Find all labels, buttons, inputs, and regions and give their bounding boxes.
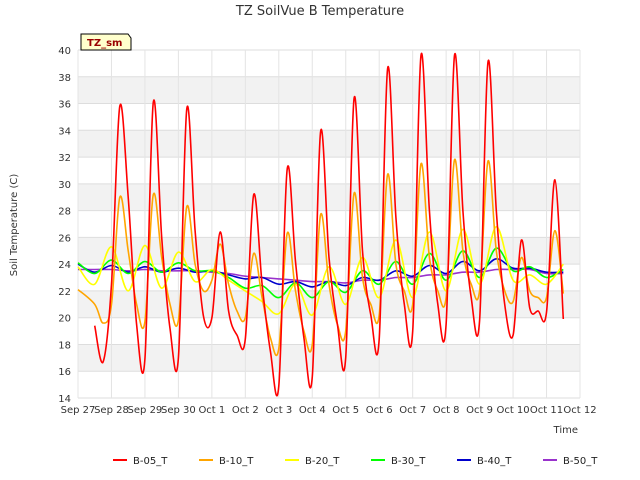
legend: B-05_T B-10_T B-20_T B-30_T B-40_T B-50_T (113, 456, 598, 467)
grid (77, 49, 581, 399)
plot-band (78, 344, 580, 372)
y-tick-label: 22 (58, 287, 71, 298)
y-tick-label: 30 (58, 180, 71, 191)
x-tick-label: Oct 1 (198, 405, 225, 416)
chart-title: TZ SoilVue B Temperature (235, 4, 404, 19)
x-tick-label: Oct 3 (265, 405, 292, 416)
y-tick-label: 38 (58, 73, 71, 84)
plot-band (78, 371, 580, 398)
legend-label: B-05_T (133, 456, 168, 467)
y-tick-label: 32 (58, 153, 71, 164)
x-tick-label: Oct 2 (232, 405, 259, 416)
legend-item-b-20-t: B-20_T (285, 456, 340, 467)
x-tick-label: Oct 9 (466, 405, 493, 416)
y-tick-label: 34 (58, 126, 71, 137)
y-tick-label: 26 (58, 233, 71, 244)
plot-band (78, 76, 580, 104)
legend-label: B-40_T (477, 456, 512, 467)
station-tag-box (80, 33, 132, 51)
y-axis-title: Soil Temperature (C) (9, 174, 20, 277)
x-tick-label: Sep 28 (94, 405, 129, 416)
legend-label: B-30_T (391, 456, 426, 467)
y-tick-label: 14 (58, 394, 71, 405)
x-tick-label: Oct 11 (530, 405, 563, 416)
legend-item-b-05-t: B-05_T (113, 456, 168, 467)
y-tick-label: 16 (58, 367, 71, 378)
x-tick-label: Oct 7 (399, 405, 426, 416)
legend-label: B-10_T (219, 456, 254, 467)
y-tick-label: 36 (58, 100, 71, 111)
y-tick-labels: 14 16 18 20 22 24 26 28 30 32 34 36 38 40 (58, 46, 71, 405)
y-tick-label: 24 (58, 260, 71, 271)
legend-item-b-10-t: B-10_T (199, 456, 254, 467)
y-tick-label: 28 (58, 207, 71, 218)
plot-band (78, 130, 580, 158)
y-tick-label: 40 (58, 46, 71, 57)
plot-band (78, 317, 580, 345)
x-tick-label: Sep 27 (61, 405, 96, 416)
plot-band (78, 50, 580, 77)
plot-band (78, 157, 580, 184)
plot-band (78, 103, 580, 131)
y-tick-label: 18 (58, 340, 71, 351)
plot-band (78, 210, 580, 238)
x-tick-label: Oct 5 (332, 405, 359, 416)
y-tick-label: 20 (58, 314, 71, 325)
legend-label: B-20_T (305, 456, 340, 467)
legend-label: B-50_T (563, 456, 598, 467)
x-tick-label: Sep 30 (161, 405, 196, 416)
x-tick-label: Oct 6 (366, 405, 393, 416)
x-tick-label: Sep 29 (128, 405, 163, 416)
legend-item-b-30-t: B-30_T (371, 456, 426, 467)
series-lines (77, 52, 565, 397)
x-tick-label: Oct 10 (496, 405, 529, 416)
plot-band (78, 290, 580, 318)
x-tick-label: Oct 8 (433, 405, 460, 416)
x-tick-label: Oct 4 (299, 405, 326, 416)
x-tick-label: Oct 12 (563, 405, 596, 416)
station-tag-label: TZ_sm (87, 38, 122, 49)
x-axis-title: Time (553, 425, 578, 436)
station-tag: TZ_sm (80, 33, 132, 51)
plot-area (78, 50, 580, 398)
legend-item-b-50-t: B-50_T (543, 456, 598, 467)
legend-item-b-40-t: B-40_T (457, 456, 512, 467)
series-line-b-05-t (93, 52, 565, 397)
